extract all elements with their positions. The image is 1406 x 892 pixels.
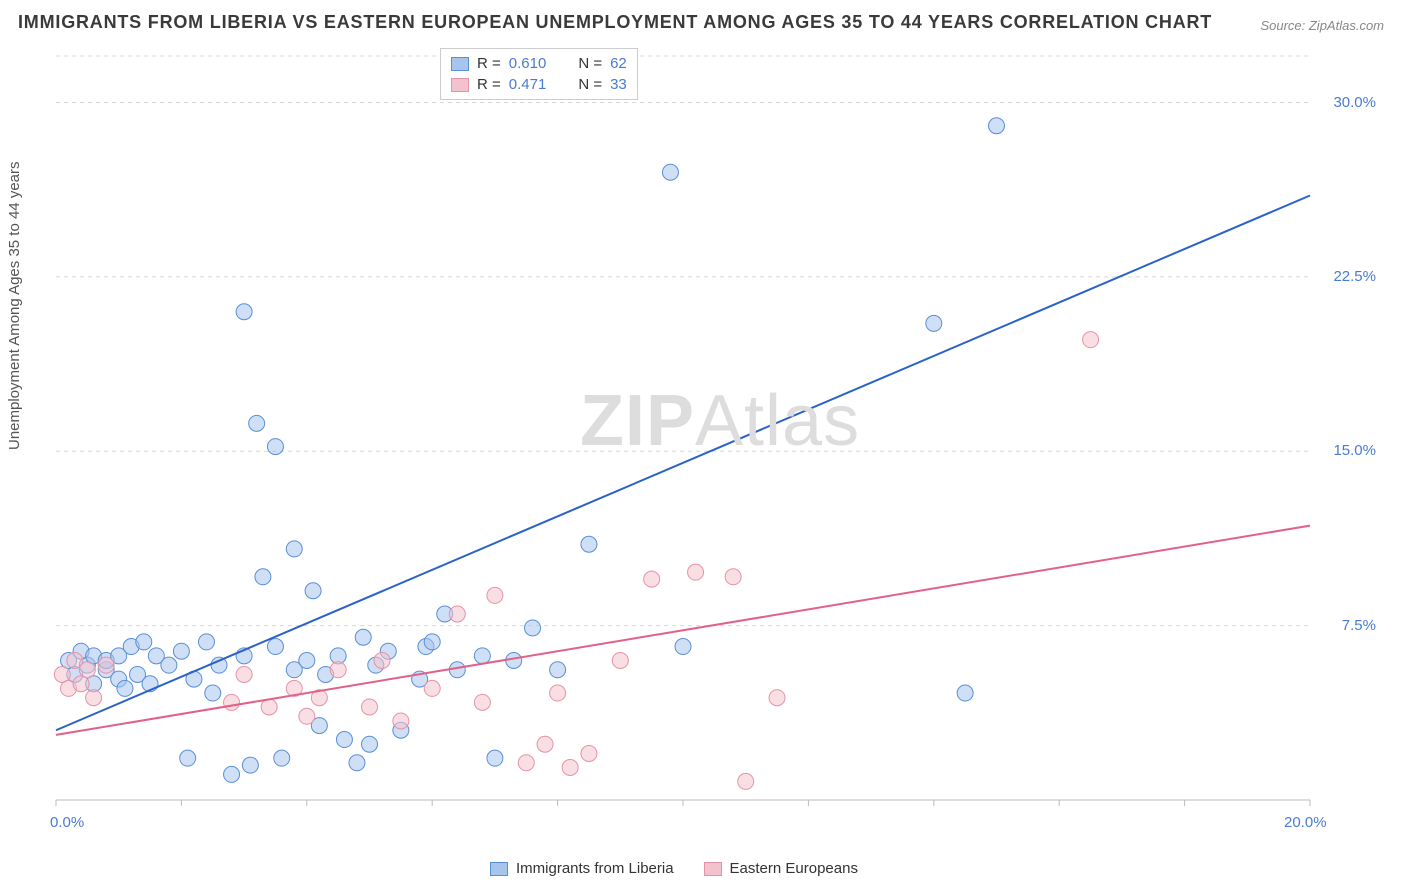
y-axis-label: Unemployment Among Ages 35 to 44 years [6, 161, 23, 450]
source-label: Source: ZipAtlas.com [1260, 18, 1384, 33]
stat-n-value: 62 [610, 55, 627, 72]
stat-swatch [451, 57, 469, 71]
stat-n-value: 33 [610, 76, 627, 93]
x-tick-label: 20.0% [1284, 814, 1327, 831]
stat-row: R = 0.471 N = 33 [451, 74, 627, 95]
y-tick-label: 7.5% [1316, 617, 1376, 634]
y-tick-label: 30.0% [1316, 94, 1376, 111]
legend-swatch [490, 862, 508, 876]
stat-row: R = 0.610 N = 62 [451, 53, 627, 74]
legend-bottom: Immigrants from Liberia Eastern Europeans [490, 860, 858, 877]
stat-n-label: N = [578, 55, 602, 72]
x-tick-label: 0.0% [50, 814, 84, 831]
plot-area [50, 50, 1380, 830]
chart-title: IMMIGRANTS FROM LIBERIA VS EASTERN EUROP… [18, 12, 1212, 33]
stat-n-label: N = [578, 76, 602, 93]
stat-r-label: R = [477, 76, 501, 93]
correlation-stat-box: R = 0.610 N = 62 R = 0.471 N = 33 [440, 48, 638, 100]
stat-r-value: 0.610 [509, 55, 547, 72]
legend-label: Eastern Europeans [730, 860, 858, 877]
stat-r-value: 0.471 [509, 76, 547, 93]
legend-item: Immigrants from Liberia [490, 860, 674, 877]
y-tick-label: 22.5% [1316, 268, 1376, 285]
chart-svg [50, 50, 1380, 830]
stat-swatch [451, 78, 469, 92]
legend-label: Immigrants from Liberia [516, 860, 674, 877]
legend-swatch [704, 862, 722, 876]
legend-item: Eastern Europeans [704, 860, 858, 877]
y-tick-label: 15.0% [1316, 442, 1376, 459]
stat-r-label: R = [477, 55, 501, 72]
